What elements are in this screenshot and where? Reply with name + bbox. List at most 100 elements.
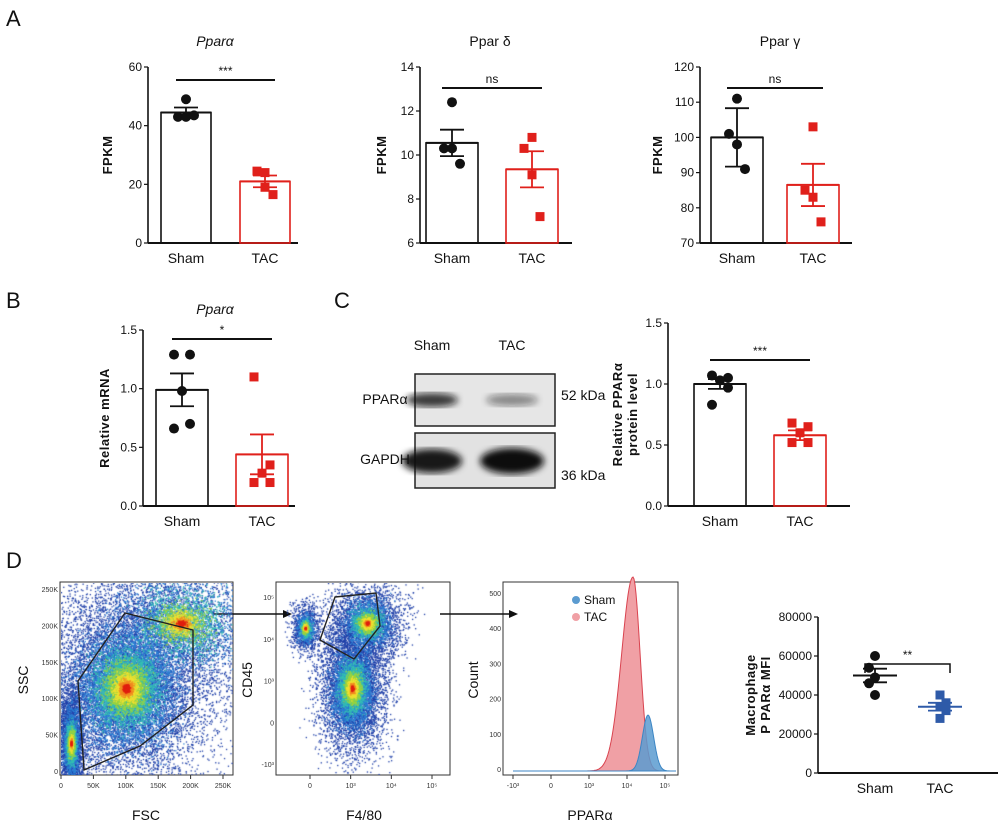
y-tick-label: 40 [129, 119, 143, 133]
y-axis-label: Relative PPARα [610, 363, 625, 467]
y-tick-label: 110 [675, 95, 694, 109]
significance-label: ** [903, 648, 913, 662]
y-tick-label: 0 [54, 769, 58, 776]
y-axis-label: FPKM [650, 136, 665, 175]
y-axis-label: P PARα MFI [758, 656, 773, 734]
y-tick-label: 8 [407, 192, 414, 206]
y-axis-label: Relative mRNA [97, 368, 112, 468]
chart-b: 0.0 0.5 1.0 1.5 Pparα Relative mRNA Sham TAC * [97, 301, 295, 529]
x-tick-label: 0 [308, 783, 312, 790]
y-tick-label: 0 [805, 766, 812, 780]
data-point-tac [266, 478, 275, 487]
data-point-sham [185, 419, 195, 429]
western-blot: Sham TAC PPARα GAPDH 52 kDa 36 kDa [360, 337, 605, 488]
chart-c: 0.0 0.5 1.0 1.5 Relative PPARα protein level S… [610, 316, 850, 529]
y-tick-label: 80000 [779, 610, 813, 624]
y-axis-label: FPKM [100, 136, 115, 175]
panel-letter-d: D [6, 548, 22, 573]
blot-band [480, 448, 544, 474]
x-tick-label: 50K [87, 783, 100, 790]
chart-title: Pparα [196, 33, 235, 49]
panel-letter-a: A [6, 6, 21, 31]
flow1-xlabel: FSC [132, 807, 160, 823]
y-axis-label: Macrophage [743, 654, 758, 736]
x-tick-label: 10³ [346, 783, 357, 790]
data-point-tac [250, 478, 259, 487]
flow3-xlabel: PPARα [567, 807, 612, 823]
data-point-tac [817, 217, 826, 226]
flow-plot-fsc-ssc [61, 583, 233, 775]
y-tick-label: 0.0 [645, 499, 662, 513]
y-tick-label: 80 [681, 201, 695, 215]
y-tick-label: 0 [270, 720, 274, 727]
data-point-tac [804, 438, 813, 447]
x-tick-label: 250K [215, 783, 232, 790]
x-category-label: TAC [519, 250, 546, 266]
chart-title: Ppar γ [760, 33, 800, 49]
blot-band [402, 449, 462, 473]
y-tick-label: 1.0 [645, 377, 662, 391]
y-tick-label: 60 [129, 60, 143, 74]
y-tick-label: 100 [674, 130, 694, 144]
y-tick-label: 0.5 [645, 438, 662, 452]
data-point-sham [724, 129, 734, 139]
y-axis-label: protein level [625, 373, 640, 456]
data-point-sham [707, 400, 717, 410]
y-tick-label: 40000 [779, 688, 813, 702]
y-tick-label: 60000 [779, 649, 813, 663]
data-point-tac [528, 133, 537, 142]
x-category-label: Sham [857, 780, 894, 796]
data-point-sham [732, 94, 742, 104]
y-tick-label: 0.0 [120, 499, 137, 513]
data-point-sham [740, 164, 750, 174]
y-tick-label: 14 [401, 60, 415, 74]
y-axis-label: FPKM [374, 136, 389, 175]
x-tick-label: 10⁴ [622, 783, 633, 790]
data-point-sham [455, 159, 465, 169]
blot-lane-tac: TAC [499, 337, 526, 353]
y-tick-label: 200 [489, 697, 501, 704]
x-tick-label: 10³ [584, 783, 595, 790]
y-tick-label: 100 [489, 732, 501, 739]
flow2-xlabel: F4/80 [346, 807, 382, 823]
blot-lane-sham: Sham [414, 337, 451, 353]
significance-label: ns [486, 72, 499, 86]
legend-swatch-sham [572, 596, 580, 604]
data-point-sham [732, 139, 742, 149]
y-tick-label: 70 [681, 236, 695, 250]
data-point-sham [447, 143, 457, 153]
x-category-label: TAC [800, 250, 827, 266]
data-point-tac [809, 193, 818, 202]
x-category-label: TAC [249, 513, 276, 529]
data-point-sham [185, 350, 195, 360]
bar-sham [694, 384, 746, 506]
x-category-label: Sham [164, 513, 201, 529]
y-tick-label: 1.5 [645, 316, 662, 330]
data-point-tac [261, 183, 270, 192]
x-tick-label: -10³ [507, 783, 520, 790]
data-point-tac [804, 422, 813, 431]
x-category-label: Sham [719, 250, 756, 266]
data-point-sham [870, 651, 880, 661]
legend-swatch-tac [572, 613, 580, 621]
data-point-sham [870, 690, 880, 700]
data-point-tac [520, 144, 529, 153]
significance-label: *** [218, 64, 232, 78]
data-point-tac [788, 438, 797, 447]
bar-sham [161, 112, 211, 243]
data-point-tac [936, 691, 945, 700]
gate-arrow-2 [440, 610, 518, 618]
y-tick-label: 400 [489, 626, 501, 633]
y-tick-label: 200K [42, 623, 59, 630]
flow2-ylabel: CD45 [239, 662, 255, 698]
data-point-sham [169, 350, 179, 360]
significance-label: * [220, 323, 225, 337]
y-tick-label: 6 [407, 236, 414, 250]
x-tick-label: 10⁴ [386, 783, 397, 790]
data-point-tac [942, 706, 951, 715]
data-point-tac [528, 170, 537, 179]
legend-label-sham: Sham [584, 593, 615, 607]
y-tick-label: 250K [42, 587, 59, 594]
flow3-ylabel: Count [465, 661, 481, 698]
x-category-label: Sham [702, 513, 739, 529]
